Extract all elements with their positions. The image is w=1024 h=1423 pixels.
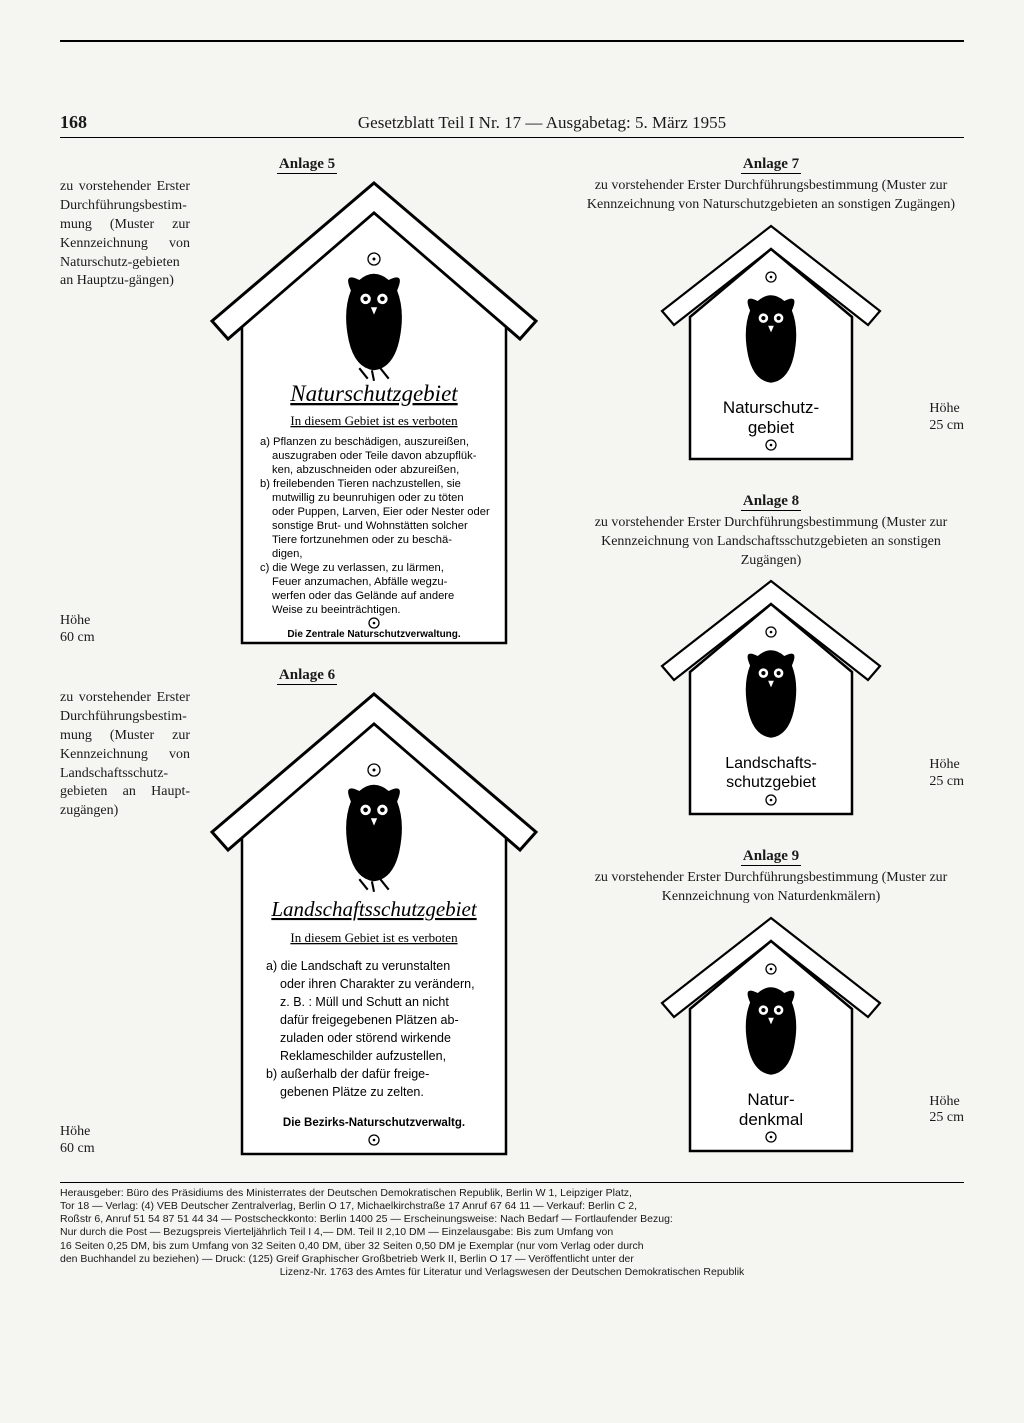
anlage-6-caption: zu vorstehender Erster Durchführungsbest… <box>60 689 190 821</box>
a6-a5: zuladen oder störend wirkende <box>280 1031 451 1045</box>
anlage-8-height: Höhe25 cm <box>929 757 964 791</box>
a5-b3: oder Puppen, Larven, Eier oder Nester od… <box>272 506 490 518</box>
a8-l2: schutzgebiet <box>726 774 816 791</box>
imprint-l1: Herausgeber: Büro des Präsidiums des Min… <box>60 1187 964 1200</box>
a9-l2: denkmal <box>739 1110 803 1129</box>
a5-c1: c) die Wege zu verlassen, zu lärmen, <box>260 562 444 574</box>
a6-b2: gebenen Plätze zu zelten. <box>280 1085 424 1099</box>
anlage-8: Anlage 8 zu vorstehender Erster Durchfüh… <box>578 493 964 825</box>
a5-c2: Feuer anzumachen, Abfälle wegzu- <box>272 576 448 588</box>
imprint-l7: Lizenz-Nr. 1763 des Amtes für Literatur … <box>60 1266 964 1279</box>
anlage-8-sign: Landschafts- schutzgebiet <box>578 576 964 824</box>
page-number: 168 <box>60 112 120 133</box>
anlage-7-height: Höhe25 cm <box>929 401 964 435</box>
anlage-5-title: Anlage 5 <box>60 156 554 173</box>
anlage-6-title: Anlage 6 <box>60 667 554 684</box>
a5-footer: Die Zentrale Naturschutzverwaltung. <box>287 629 461 640</box>
anlage-6-height: Höhe60 cm <box>60 1124 95 1158</box>
a6-a1: a) die Landschaft zu verunstalten <box>266 959 450 973</box>
a5-a2: auszugraben oder Teile davon abzupflük- <box>272 450 477 462</box>
a5-c3: werfen oder das Gelände auf andere <box>271 590 454 602</box>
a7-l2: gebiet <box>748 418 795 437</box>
anlage-5: Anlage 5 zu vorstehender Erster Durchfüh… <box>60 156 554 657</box>
a5-a1: a) Pflanzen zu beschädigen, auszureißen, <box>260 436 469 448</box>
imprint-block: Herausgeber: Büro des Präsidiums des Min… <box>60 1182 964 1279</box>
a5-sign-sub: In diesem Gebiet ist es verboten <box>290 413 458 428</box>
anlage-9-height: Höhe25 cm <box>929 1094 964 1128</box>
anlage-9-sign: Natur- denkmal <box>578 913 964 1161</box>
page-header: 168 Gesetzblatt Teil I Nr. 17 — Ausgabet… <box>60 112 964 138</box>
a5-b1: b) freilebenden Tieren nachzustellen, si… <box>260 478 461 490</box>
a6-a2: oder ihren Charakter zu verändern, <box>280 977 475 991</box>
anlage-7-sign: Naturschutz- gebiet <box>578 221 964 469</box>
anlage-8-caption: zu vorstehender Erster Durchführungsbest… <box>578 514 964 571</box>
imprint-l2: Tor 18 — Verlag: (4) VEB Deutscher Zentr… <box>60 1200 964 1213</box>
a5-b4: sonstige Brut- und Wohnstätten solcher <box>272 520 468 532</box>
imprint-l5: 16 Seiten 0,25 DM, bis zum Umfang von 32… <box>60 1240 964 1253</box>
anlage-7-caption: zu vorstehender Erster Durchführungsbest… <box>578 177 964 215</box>
right-column: Anlage 7 zu vorstehender Erster Durchfüh… <box>578 156 964 1168</box>
a7-l1: Naturschutz- <box>723 398 819 417</box>
anlage-7-title: Anlage 7 <box>578 156 964 173</box>
a5-c4: Weise zu beeinträchtigen. <box>272 604 401 616</box>
a6-sign-title: Landschaftsschutzgebiet <box>270 897 477 921</box>
a6-sign-sub: In diesem Gebiet ist es verboten <box>290 930 458 945</box>
anlage-5-caption: zu vorstehender Erster Durchführungsbest… <box>60 178 190 291</box>
anlage-6: Anlage 6 zu vorstehender Erster Durchfüh… <box>60 667 554 1168</box>
a6-b1: b) außerhalb der dafür freige- <box>266 1067 429 1081</box>
anlage-9: Anlage 9 zu vorstehender Erster Durchfüh… <box>578 848 964 1161</box>
left-column: Anlage 5 zu vorstehender Erster Durchfüh… <box>60 156 554 1168</box>
header-title: Gesetzblatt Teil I Nr. 17 — Ausgabetag: … <box>120 113 964 133</box>
anlage-8-title: Anlage 8 <box>578 493 964 510</box>
a6-footer: Die Bezirks-Naturschutzverwaltg. <box>283 1117 465 1129</box>
anlage-7: Anlage 7 zu vorstehender Erster Durchfüh… <box>578 156 964 469</box>
a9-l1: Natur- <box>747 1090 794 1109</box>
imprint-l6: den Buchhandel zu beziehen) — Druck: (12… <box>60 1253 964 1266</box>
a5-a3: ken, abzuschneiden oder abzureißen, <box>272 464 459 476</box>
a5-sign-title: Naturschutzgebiet <box>289 381 458 406</box>
a5-b5: Tiere fortzunehmen oder zu beschä- <box>272 534 452 546</box>
anlage-9-caption: zu vorstehender Erster Durchführungsbest… <box>578 869 964 907</box>
content-columns: Anlage 5 zu vorstehender Erster Durchfüh… <box>60 156 964 1168</box>
a6-a6: Reklameschilder aufzustellen, <box>280 1049 446 1063</box>
top-rule <box>60 40 964 42</box>
a6-a3: z. B. : Müll und Schutt an nicht <box>280 995 449 1009</box>
a5-b2: mutwillig zu beunruhigen oder zu töten <box>272 492 464 504</box>
a8-l1: Landschafts- <box>725 755 817 772</box>
anlage-5-height: Höhe60 cm <box>60 613 95 647</box>
anlage-9-title: Anlage 9 <box>578 848 964 865</box>
a6-a4: dafür freigegebenen Plätzen ab- <box>280 1013 459 1027</box>
imprint-l3: Roßstr 6, Anruf 51 54 87 51 44 34 — Post… <box>60 1213 964 1226</box>
imprint-l4: Nur durch die Post — Bezugspreis Viertel… <box>60 1226 964 1239</box>
a5-b6: digen, <box>272 548 302 560</box>
